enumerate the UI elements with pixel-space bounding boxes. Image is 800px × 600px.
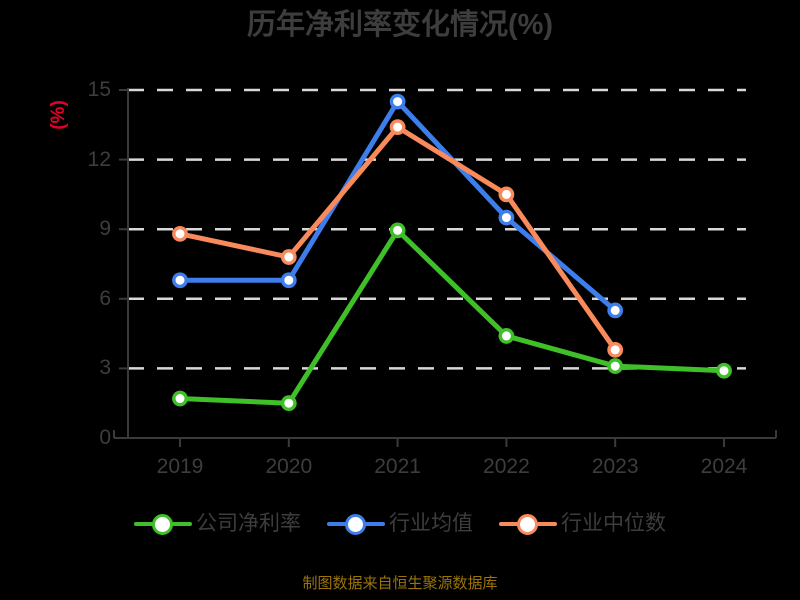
legend-dot-icon xyxy=(517,514,538,535)
data-point-marker[interactable] xyxy=(498,186,515,203)
data-point-marker[interactable] xyxy=(498,209,515,226)
legend-dot-icon xyxy=(152,514,173,535)
y-tick-label: 9 xyxy=(99,217,111,241)
tick-marks xyxy=(113,89,777,447)
gridlines xyxy=(128,88,746,370)
data-point-marker[interactable] xyxy=(607,341,624,358)
y-tick-label: 12 xyxy=(87,147,111,171)
legend-item-0[interactable]: 公司净利率 xyxy=(134,512,301,536)
data-point-marker[interactable] xyxy=(389,93,406,110)
legend-label: 行业均值 xyxy=(389,512,473,535)
legend-dot-icon xyxy=(345,514,366,535)
legend-item-2[interactable]: 行业中位数 xyxy=(499,512,666,536)
chart-title: 历年净利率变化情况(%) xyxy=(246,9,554,41)
data-point-markers xyxy=(172,93,732,412)
y-tick-label: 0 xyxy=(99,426,111,449)
data-point-marker[interactable] xyxy=(389,119,406,136)
x-tick-label-2024: 2024 xyxy=(700,455,748,478)
y-tick-label: 3 xyxy=(99,356,111,380)
data-point-marker[interactable] xyxy=(280,272,297,289)
y-tick-label: 15 xyxy=(87,78,111,101)
x-tick-label-2022: 2022 xyxy=(483,455,530,478)
data-point-marker[interactable] xyxy=(498,328,515,344)
y-axis-label: (%) xyxy=(47,100,69,130)
x-tick-label-2021: 2021 xyxy=(374,455,421,478)
x-tick-label-2023: 2023 xyxy=(591,455,639,478)
legend-item-1[interactable]: 行业均值 xyxy=(327,512,473,536)
data-point-marker[interactable] xyxy=(172,272,188,289)
x-tick-label-2019: 2019 xyxy=(156,455,204,478)
x-tick-label-2020: 2020 xyxy=(265,455,313,478)
footer-source-note: 制图数据来自恒生聚源数据库 xyxy=(302,575,498,592)
y-tick-label: 6 xyxy=(99,286,111,310)
axis-lines xyxy=(114,88,776,439)
data-point-marker[interactable] xyxy=(716,362,732,379)
legend-label: 公司净利率 xyxy=(196,512,301,535)
legend-label: 行业中位数 xyxy=(561,512,666,535)
chart-legend: 公司净利率 行业均值 行业中位数 xyxy=(0,512,800,536)
legend-marker-icon xyxy=(499,512,557,536)
data-point-marker[interactable] xyxy=(280,395,297,412)
data-point-marker[interactable] xyxy=(280,249,297,265)
data-point-marker[interactable] xyxy=(172,390,188,407)
data-point-marker[interactable] xyxy=(607,358,624,374)
legend-marker-icon xyxy=(134,512,192,536)
data-series-layer xyxy=(177,99,727,406)
legend-marker-icon xyxy=(327,512,385,536)
data-point-marker[interactable] xyxy=(607,302,624,319)
data-point-marker[interactable] xyxy=(389,222,406,239)
data-point-marker[interactable] xyxy=(172,225,188,242)
series-line-0 xyxy=(177,227,727,406)
